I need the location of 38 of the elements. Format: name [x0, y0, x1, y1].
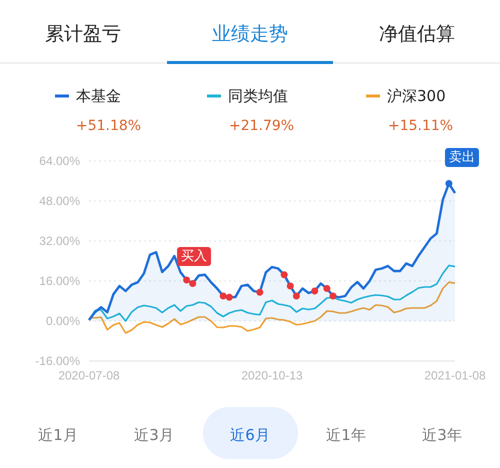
y-tick-label: 64.00% [39, 154, 80, 168]
legend-label: 同类均值 [228, 87, 288, 105]
text: 近3月 [134, 426, 174, 444]
text: 业绩走势 [212, 23, 288, 45]
text: +21.79% [229, 118, 294, 134]
legend-label: 本基金 [76, 87, 121, 105]
text: 累计盈亏 [45, 23, 121, 45]
point [330, 292, 336, 300]
y-tick-label: 0.00% [46, 314, 80, 328]
y-tick-label: 48.00% [39, 194, 80, 208]
point [323, 285, 330, 292]
annotation: 买入 [181, 249, 207, 264]
y-tick-label: 16.00% [39, 274, 80, 288]
text: 近6月 [230, 426, 270, 444]
text: +15.11% [388, 118, 454, 134]
point [220, 292, 227, 300]
point [311, 288, 318, 294]
x-tick-label: 2020-07-08 [58, 368, 120, 383]
point [280, 271, 288, 278]
text: 净值估算 [379, 23, 455, 45]
point [292, 292, 300, 300]
point [445, 180, 452, 187]
x-tick-label: 2020-10-13 [241, 368, 304, 383]
annotation: 卖出 [449, 150, 475, 165]
point [189, 280, 196, 287]
text: 近1月 [38, 426, 78, 444]
point [286, 282, 294, 290]
y-tick-label: 32.00% [39, 234, 80, 248]
point [256, 288, 264, 296]
x-tick-label: 2021-01-08 [424, 368, 486, 383]
text: +51.18% [76, 118, 142, 134]
point [226, 294, 233, 301]
legend-label: 沪深300 [387, 87, 446, 105]
text: 近3年 [422, 426, 462, 444]
point [183, 276, 190, 284]
line-series [88, 281, 456, 334]
text: 近1年 [326, 426, 366, 444]
y-tick-label: -16.00% [35, 354, 80, 368]
